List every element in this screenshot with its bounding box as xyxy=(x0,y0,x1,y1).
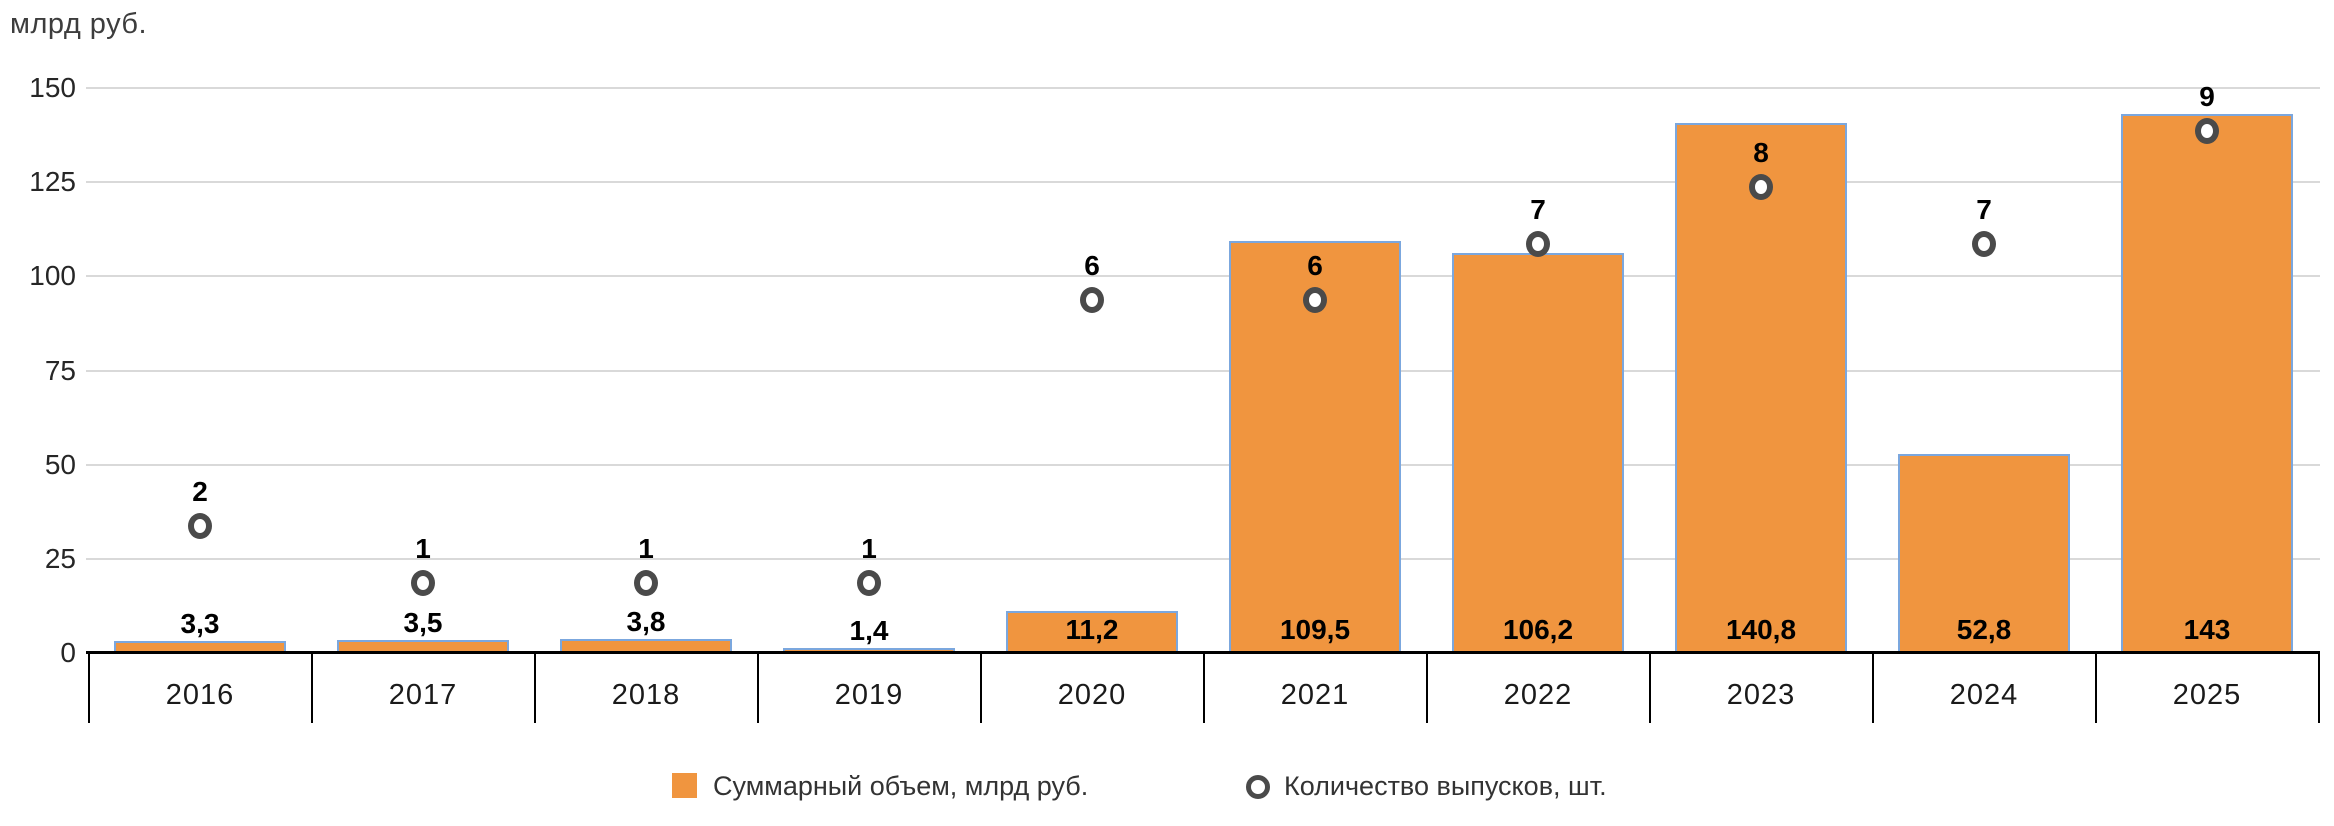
value-label-2025: 143 xyxy=(2183,614,2231,645)
value-label-2023: 140,8 xyxy=(1725,614,1797,645)
x-tick-mark-1 xyxy=(310,653,313,723)
x-tick-mark-9 xyxy=(2094,653,2097,723)
count-label-2020: 6 xyxy=(1084,250,1100,282)
count-label-2016: 2 xyxy=(192,476,208,508)
y-tick-label-125: 125 xyxy=(29,166,76,198)
y-tick-label-25: 25 xyxy=(44,542,76,574)
legend-bar-label: Суммарный объем, млрд руб. xyxy=(713,771,1089,801)
x-tick-mark-7 xyxy=(1648,653,1651,723)
value-label-2021: 109,5 xyxy=(1279,614,1351,645)
bar-2023 xyxy=(1675,122,1847,653)
gridline-125 xyxy=(86,181,2320,184)
x-label-2020: 2020 xyxy=(1057,679,1127,711)
x-label-2021: 2021 xyxy=(1280,679,1350,711)
legend-circle-marker-icon xyxy=(1246,775,1270,799)
x-label-2024: 2024 xyxy=(1949,679,2019,711)
count-marker-2023 xyxy=(1749,174,1773,201)
bar-2024 xyxy=(1898,454,2070,653)
gridline-25 xyxy=(86,557,2320,560)
value-label-2018: 3,8 xyxy=(626,605,666,637)
count-marker-2018 xyxy=(634,569,658,596)
x-label-2018: 2018 xyxy=(611,679,681,711)
count-marker-2017 xyxy=(411,569,435,596)
count-marker-2020 xyxy=(1080,287,1104,314)
gridline-75 xyxy=(86,369,2320,372)
value-label-2020: 11,2 xyxy=(1065,614,1119,645)
y-axis-title: млрд руб. xyxy=(10,8,148,40)
x-axis-line xyxy=(86,651,2320,654)
x-tick-mark-0 xyxy=(87,653,90,723)
value-label-2019: 1,4 xyxy=(849,614,889,646)
value-label-2017: 3,5 xyxy=(403,606,443,638)
count-label-2024: 7 xyxy=(1976,193,1992,225)
count-marker-2025 xyxy=(2195,117,2219,144)
count-marker-2016 xyxy=(188,513,212,540)
count-label-2021: 6 xyxy=(1307,250,1323,282)
y-tick-label-150: 150 xyxy=(29,72,76,103)
gridline-100 xyxy=(86,275,2320,278)
x-label-2022: 2022 xyxy=(1503,679,1573,711)
x-tick-mark-5 xyxy=(1202,653,1205,723)
count-marker-2024 xyxy=(1972,230,1996,257)
x-label-2025: 2025 xyxy=(2172,679,2242,711)
count-marker-2022 xyxy=(1526,230,1550,257)
x-label-2017: 2017 xyxy=(388,679,458,711)
x-tick-mark-10 xyxy=(2317,653,2320,723)
legend-bar-swatch-icon xyxy=(672,773,697,798)
count-label-2018: 1 xyxy=(638,532,654,564)
x-tick-mark-6 xyxy=(1425,653,1428,723)
y-tick-label-100: 100 xyxy=(29,260,76,292)
count-marker-2019 xyxy=(857,569,881,596)
y-tick-label-75: 75 xyxy=(44,354,76,386)
legend-scatter-label: Количество выпусков, шт. xyxy=(1284,771,1607,801)
y-tick-label-0: 0 xyxy=(60,637,76,668)
gridline-50 xyxy=(86,463,2320,466)
count-marker-2021 xyxy=(1303,287,1327,314)
y-tick-label-50: 50 xyxy=(44,448,76,480)
value-label-2024: 52,8 xyxy=(1956,614,2012,645)
x-tick-mark-8 xyxy=(1871,653,1874,723)
count-label-2022: 7 xyxy=(1530,193,1546,225)
value-label-2022: 106,2 xyxy=(1502,614,1574,645)
x-label-2016: 2016 xyxy=(165,679,235,711)
bar-2020 xyxy=(1006,610,1178,653)
x-label-2023: 2023 xyxy=(1726,679,1796,711)
x-tick-mark-2 xyxy=(533,653,536,723)
x-tick-mark-3 xyxy=(756,653,759,723)
legend: Суммарный объем, млрд руб. Количество вы… xyxy=(0,765,2334,815)
count-label-2023: 8 xyxy=(1753,137,1769,169)
count-label-2019: 1 xyxy=(861,532,877,564)
x-tick-mark-4 xyxy=(979,653,982,723)
gridline-150 xyxy=(86,87,2320,89)
value-label-2016: 3,3 xyxy=(180,607,220,639)
count-label-2017: 1 xyxy=(415,532,431,564)
bar-2025 xyxy=(2121,114,2293,653)
x-label-2019: 2019 xyxy=(834,679,904,711)
count-label-2025: 9 xyxy=(2199,80,2215,112)
bar-2022 xyxy=(1452,252,1624,653)
